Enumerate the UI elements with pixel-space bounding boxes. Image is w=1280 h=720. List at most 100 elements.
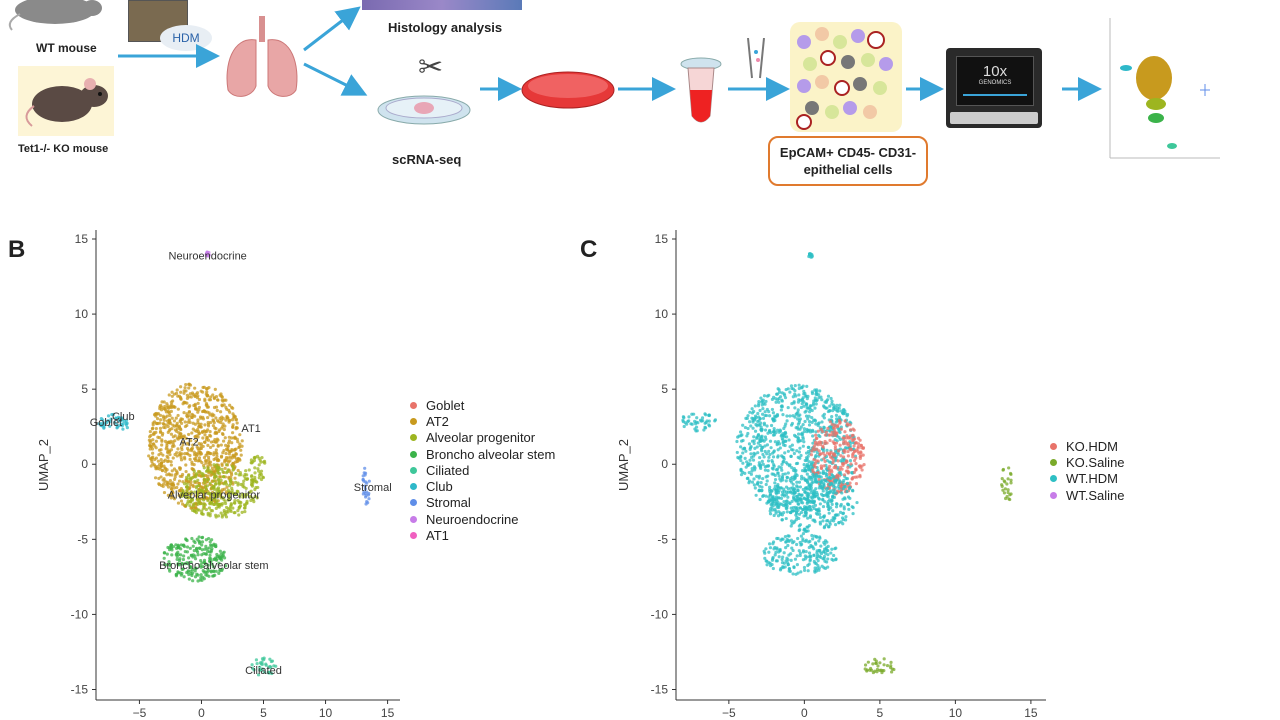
point: [741, 461, 745, 465]
point: [189, 439, 193, 443]
point: [362, 471, 366, 475]
point: [780, 475, 785, 479]
point: [828, 473, 832, 477]
point: [169, 432, 174, 436]
point: [781, 413, 785, 417]
point: [180, 417, 185, 421]
point: [756, 411, 760, 416]
point: [206, 422, 210, 426]
point: [196, 435, 200, 439]
point: [259, 668, 263, 672]
point: [819, 466, 824, 471]
point: [215, 499, 219, 503]
point: [218, 416, 222, 421]
point: [812, 458, 816, 462]
point: [757, 476, 761, 480]
point: [830, 547, 834, 551]
point: [158, 405, 162, 409]
point: [189, 490, 193, 494]
tenx-sub: GENOMICS: [978, 80, 1012, 86]
point: [173, 439, 177, 443]
point: [208, 433, 212, 437]
point: [169, 543, 174, 547]
point: [363, 466, 367, 470]
point: [833, 454, 837, 458]
point: [830, 498, 834, 502]
point: [197, 539, 201, 543]
point: [868, 668, 872, 672]
point: [160, 469, 165, 473]
point: [189, 498, 194, 502]
point: [802, 476, 806, 480]
point: [238, 433, 242, 437]
legend-b: Goblet AT2 Alveolar progenitor Broncho alve…: [410, 397, 555, 544]
point: [812, 463, 816, 467]
point: [827, 525, 831, 529]
point: [241, 484, 245, 488]
point: [818, 389, 822, 393]
point: [830, 456, 834, 460]
point: [851, 506, 855, 510]
point: [157, 476, 161, 481]
legend-label: Goblet: [426, 397, 465, 413]
point: [781, 443, 786, 447]
point: [763, 449, 767, 454]
point: [748, 410, 752, 414]
point: [841, 522, 845, 526]
cluster-1: [179, 463, 260, 519]
point: [760, 449, 764, 453]
point: [164, 410, 168, 414]
point: [221, 470, 225, 474]
point: [230, 436, 234, 440]
point: [1005, 482, 1009, 486]
point: [264, 662, 268, 666]
x-tick-label: 10: [319, 706, 333, 720]
point: [189, 482, 193, 487]
point: [227, 452, 231, 456]
point: [792, 496, 796, 500]
point: [839, 484, 843, 488]
point: [190, 536, 194, 541]
point: [801, 437, 805, 441]
point: [812, 559, 816, 564]
point: [768, 512, 773, 516]
point: [175, 451, 179, 455]
point: [779, 466, 783, 470]
petri-dish-icon: [377, 95, 471, 125]
point: [795, 461, 800, 465]
point: [818, 452, 822, 457]
point: [805, 497, 809, 502]
point: [815, 490, 819, 495]
point: [162, 422, 166, 426]
point: [816, 459, 820, 463]
point: [222, 475, 226, 479]
point: [704, 413, 708, 417]
point: [753, 466, 757, 470]
point: [234, 417, 239, 422]
point: [208, 481, 212, 485]
point: [243, 503, 247, 508]
point: [237, 494, 242, 499]
point: [182, 435, 186, 439]
point: [780, 518, 784, 522]
point: [846, 423, 850, 427]
point: [833, 405, 837, 409]
point: [1006, 477, 1010, 481]
point: [778, 549, 782, 553]
legend-swatch: [410, 434, 417, 442]
point: [203, 430, 207, 434]
scrna-label: scRNA-seq: [392, 152, 462, 167]
point: [165, 483, 169, 487]
point: [202, 456, 207, 460]
point: [240, 439, 244, 443]
legend-swatch: [410, 515, 417, 523]
point: [807, 423, 812, 427]
point: [199, 442, 204, 446]
point: [768, 452, 772, 457]
point: [799, 474, 804, 479]
point: [773, 440, 777, 444]
point: [204, 544, 208, 549]
point: [788, 490, 792, 494]
point: [191, 392, 195, 397]
